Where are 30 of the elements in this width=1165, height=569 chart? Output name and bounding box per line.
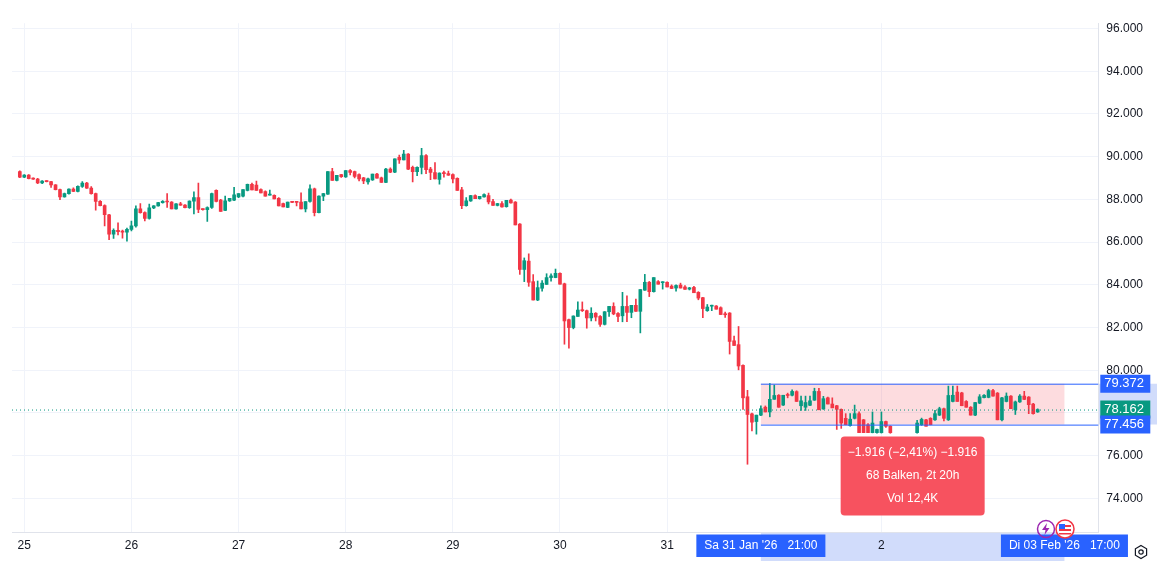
x-tick-label: 26 xyxy=(124,538,139,553)
x-tick-label: 27 xyxy=(231,538,246,553)
x-tick-label: 31 xyxy=(660,538,675,553)
x-tick-label: 25 xyxy=(17,538,32,553)
y-tick-label: 92.000 xyxy=(1106,106,1144,121)
candlestick xyxy=(116,222,120,236)
x-tick-label: Sa 31 Jan '26 21:00 xyxy=(704,538,818,553)
annotation: 68 Balken, 2t 20h xyxy=(865,468,960,483)
ref-line-label: 79.372 xyxy=(1104,375,1145,391)
y-tick-label: 84.000 xyxy=(1106,277,1144,292)
candlestick xyxy=(442,170,446,178)
y-tick-label: 76.000 xyxy=(1106,448,1144,463)
x-tick-label: 30 xyxy=(553,538,567,553)
y-tick-label: 74.000 xyxy=(1106,490,1144,505)
y-tick-label: 90.000 xyxy=(1106,149,1144,163)
x-tick-label: 29 xyxy=(446,538,460,553)
annotation: −1.916 (−2,41%) −1.916 xyxy=(847,445,978,460)
x-tick-label: 28 xyxy=(339,538,353,553)
x-tick-label: 2 xyxy=(878,538,886,553)
ref-line-label: 77.456 xyxy=(1104,416,1145,432)
y-tick-label: 86.000 xyxy=(1106,234,1144,249)
y-tick-label: 88.000 xyxy=(1106,191,1144,206)
y-tick-label: 82.000 xyxy=(1106,319,1144,334)
y-tick-label: 94.000 xyxy=(1106,63,1144,78)
ref-line-label: 78.162 xyxy=(1104,401,1145,417)
x-tick-label: Di 03 Feb '26 17:00 xyxy=(1008,538,1121,553)
annotation: Vol 12,4K xyxy=(886,491,939,506)
y-tick-label: 80.000 xyxy=(1106,362,1144,377)
candlestick xyxy=(192,191,196,215)
y-tick-label: 96.000 xyxy=(1106,20,1144,35)
